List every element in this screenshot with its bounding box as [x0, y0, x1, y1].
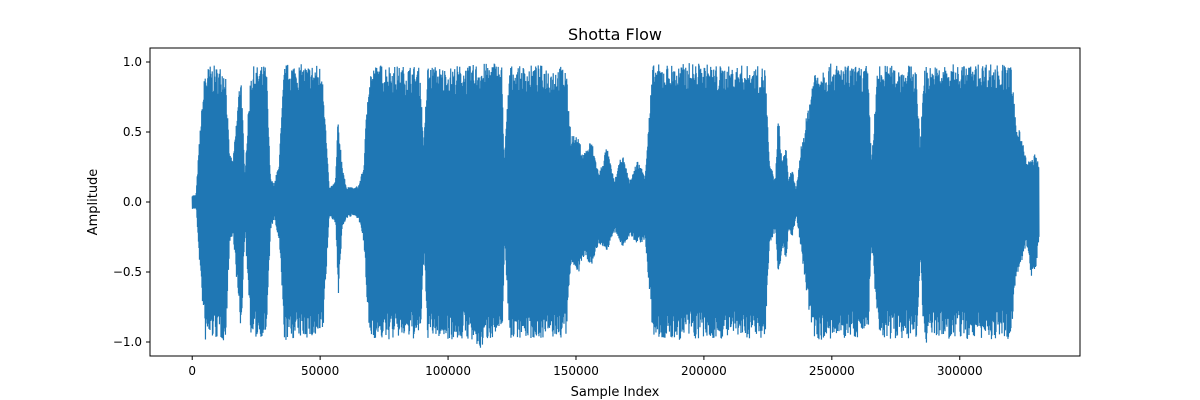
axes-frame	[149, 47, 1081, 357]
plot-area	[191, 63, 1040, 348]
x-tick-label: 50000	[301, 364, 339, 378]
x-tick-label: 0	[188, 364, 196, 378]
x-tick-label: 150000	[553, 364, 599, 378]
waveform-series-line	[191, 63, 1040, 348]
y-tick-label: 1.0	[123, 55, 142, 69]
y-tick-label: −1.0	[113, 335, 142, 349]
x-tick-label: 300000	[937, 364, 983, 378]
y-tick-label: −0.5	[113, 265, 142, 279]
x-tick-label: 100000	[425, 364, 471, 378]
y-tick-label: 0.0	[123, 195, 142, 209]
y-axis-label: Amplitude	[86, 169, 101, 236]
x-tick-label: 250000	[809, 364, 855, 378]
y-tick-label: 0.5	[123, 125, 142, 139]
x-axis-label: Sample Index	[571, 385, 660, 400]
chart-title: Shotta Flow	[568, 25, 662, 44]
x-axis-ticks: 0 50000 100000 150000 200000 250000 300000	[188, 356, 983, 378]
y-axis-ticks: 1.0 0.5 0.0 −0.5 −1.0	[113, 55, 150, 349]
x-tick-label: 200000	[681, 364, 727, 378]
